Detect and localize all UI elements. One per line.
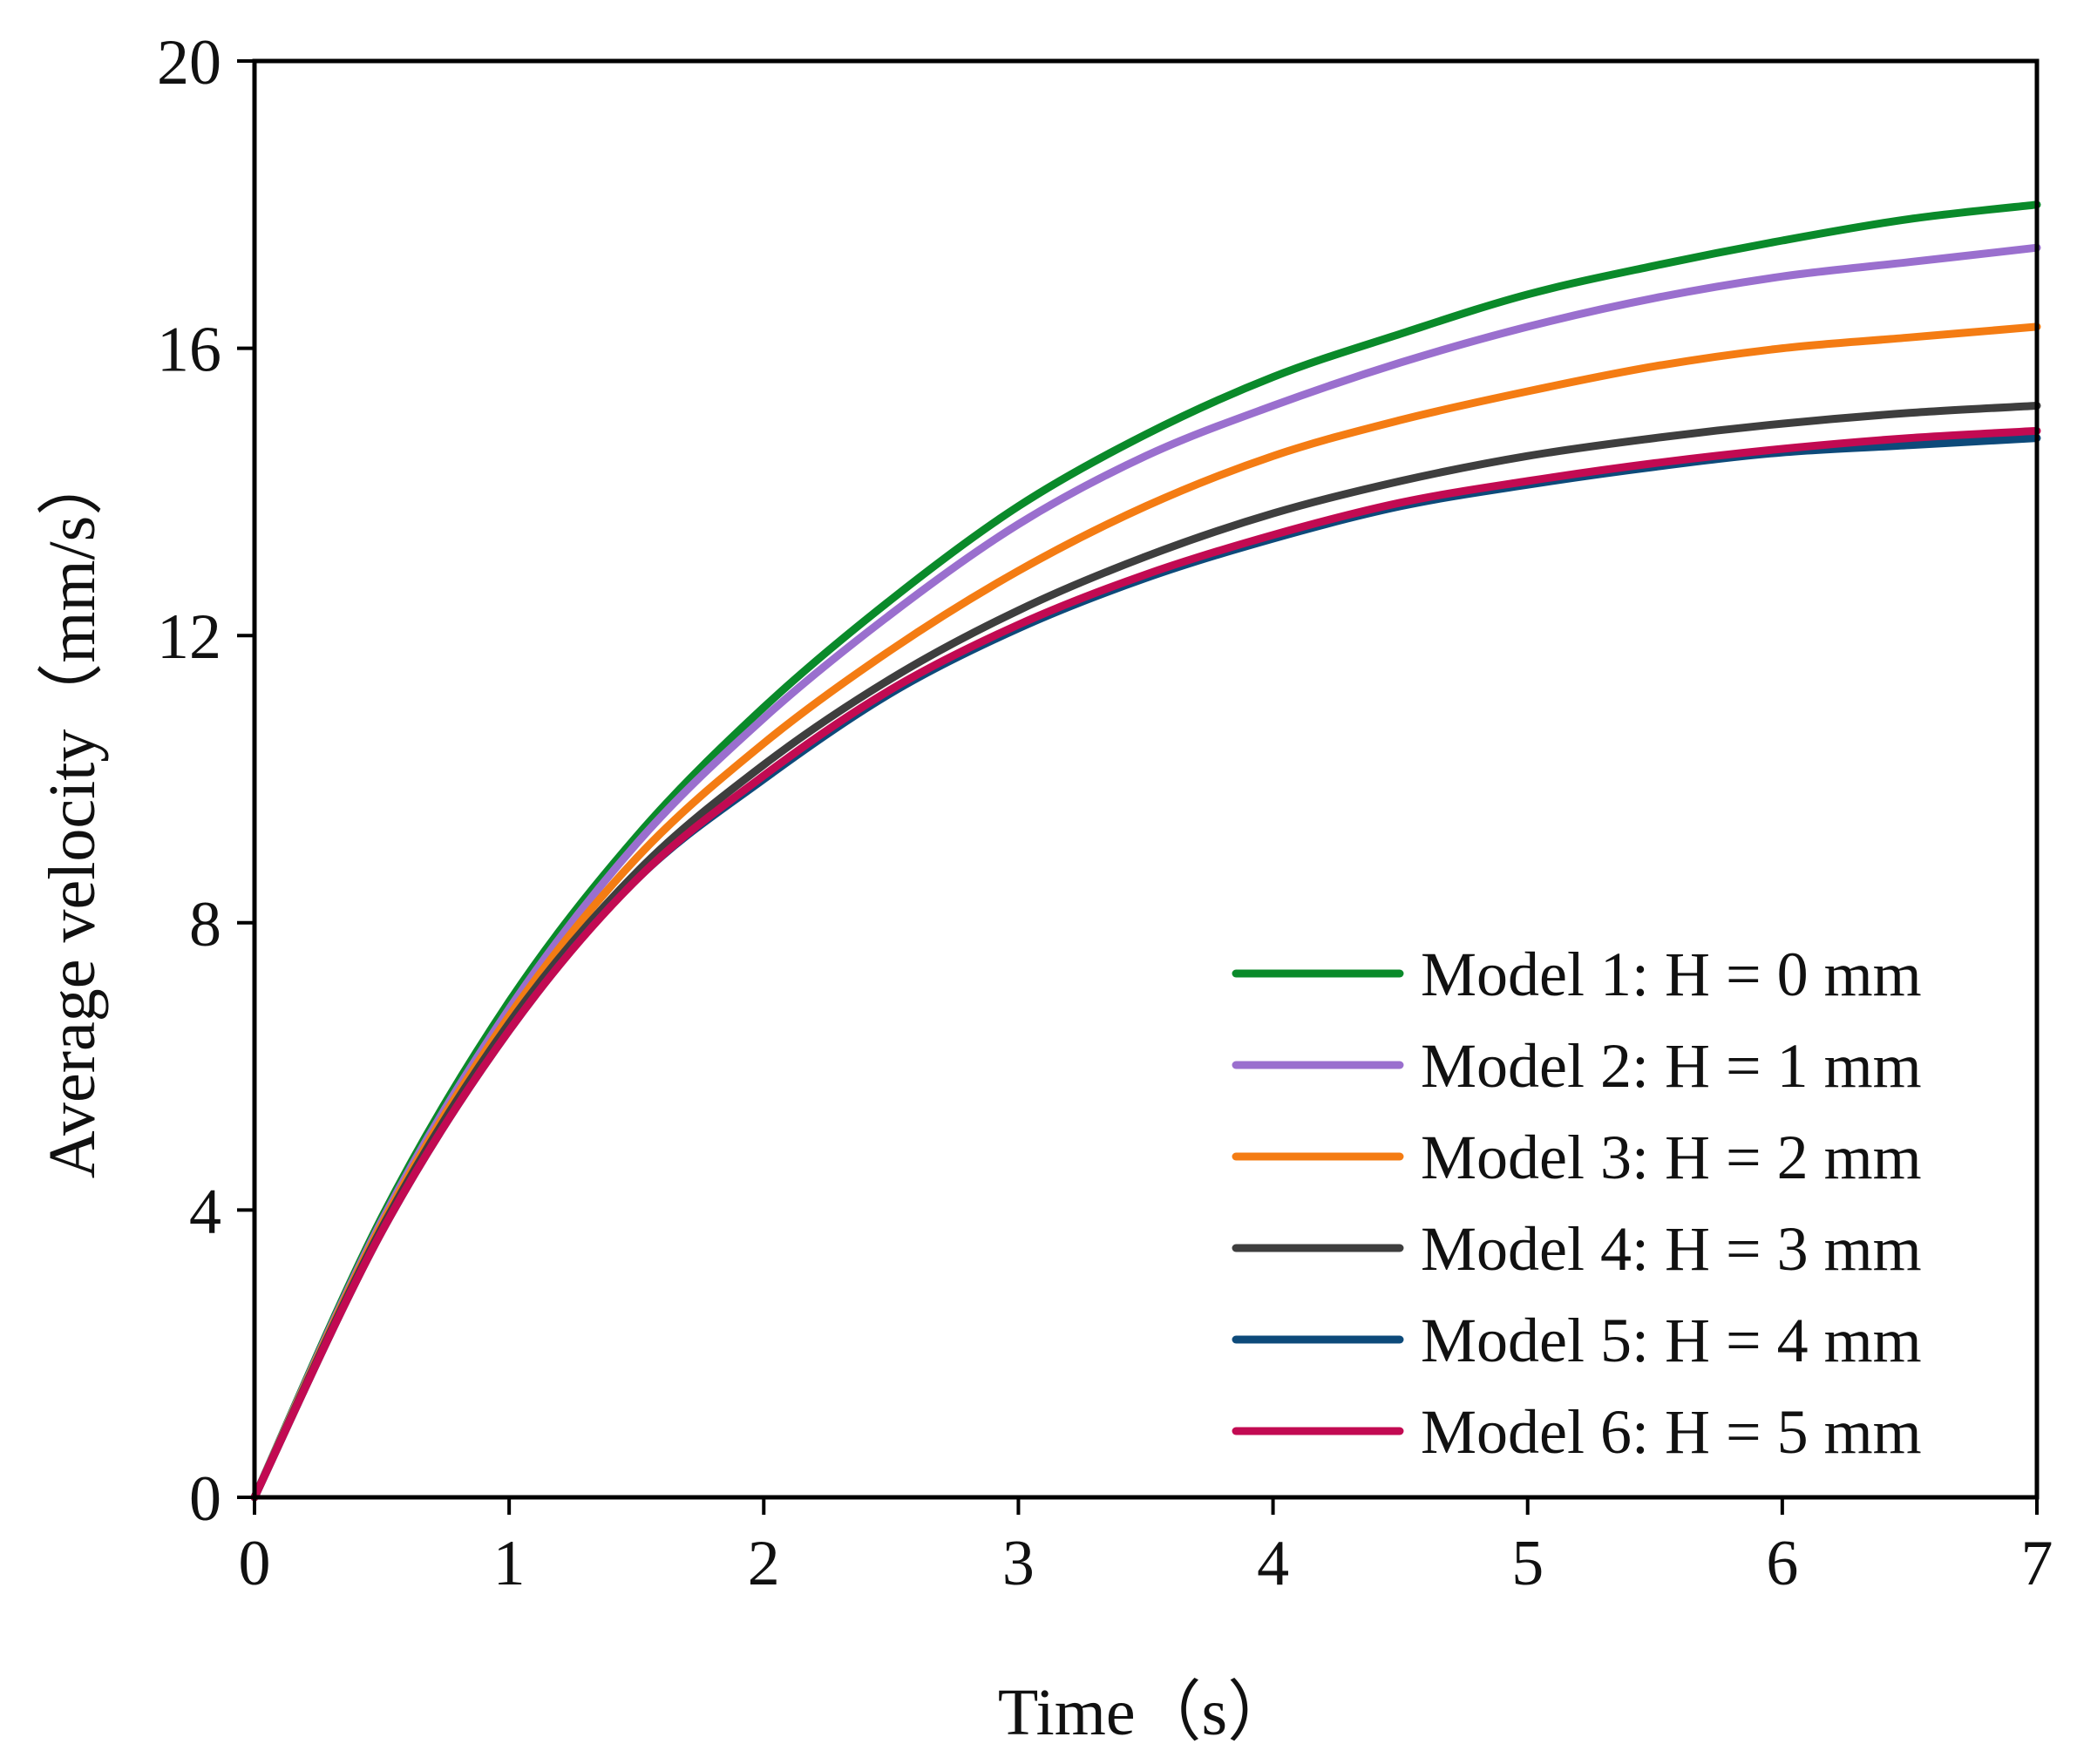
legend: Model 1: H = 0 mm Model 2: H = 1 mm Model …	[1232, 940, 1922, 1467]
x-axis-title: Time（s）	[998, 1676, 1293, 1749]
legend-label-model-3: Model 3: H = 2 mm	[1421, 1123, 1922, 1192]
x-tick-label: 4	[1257, 1528, 1289, 1599]
series-line-model-1	[250, 200, 2041, 1502]
legend-label-model-1: Model 1: H = 0 mm	[1421, 940, 1922, 1009]
series-line-model-3	[250, 322, 2041, 1502]
y-tick-label: 16	[157, 315, 221, 386]
x-axis-ticks: 0 1 2 3 4 5 6 7	[239, 1497, 2053, 1599]
legend-label-model-5: Model 5: H = 4 mm	[1421, 1306, 1922, 1375]
legend-label-model-4: Model 4: H = 3 mm	[1421, 1214, 1922, 1284]
y-tick-label: 12	[157, 601, 221, 673]
x-tick-label: 0	[239, 1528, 271, 1599]
x-tick-label: 2	[748, 1528, 780, 1599]
axes-layer	[252, 58, 2040, 1500]
y-axis-ticks: 0 4 8 12 16 20	[157, 27, 255, 1535]
x-tick-label: 6	[1766, 1528, 1798, 1599]
legend-label-model-6: Model 6: H = 5 mm	[1421, 1397, 1922, 1467]
y-axis-title: Average velocity（mm/s）	[36, 450, 109, 1178]
x-tick-label: 3	[1002, 1528, 1035, 1599]
y-tick-label: 4	[189, 1176, 221, 1247]
series-line-model-6	[250, 426, 2041, 1502]
y-tick-label: 0	[189, 1463, 221, 1535]
y-tick-label: 8	[189, 889, 221, 960]
x-tick-label: 7	[2021, 1528, 2053, 1599]
x-tick-label: 1	[493, 1528, 526, 1599]
series-line-model-4	[250, 402, 2041, 1502]
y-tick-label: 20	[157, 27, 221, 98]
plot-frame	[252, 58, 2040, 1500]
legend-label-model-2: Model 2: H = 1 mm	[1421, 1031, 1922, 1101]
x-tick-label: 5	[1511, 1528, 1544, 1599]
series-layer	[250, 200, 2041, 1502]
